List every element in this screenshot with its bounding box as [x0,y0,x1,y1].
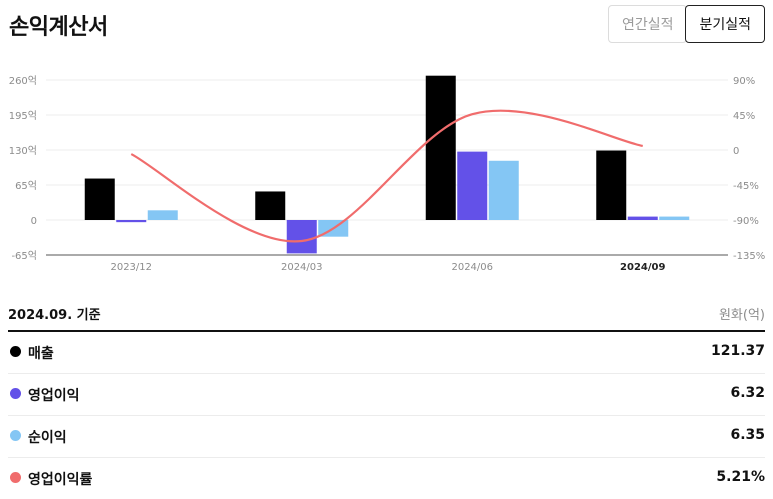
x-tick-label: 2024/09 [620,262,665,273]
dot-icon [10,472,21,483]
row-value: 6.35 [730,427,765,443]
bar-영업이익 [627,216,658,220]
bar-영업이익 [116,220,147,223]
unit-label: 원화(억) [718,308,765,323]
bar-매출 [596,150,627,220]
bar-매출 [255,191,286,220]
summary-table: 2024.09. 기준 원화(억) 매출 121.37 영업이익 6.32 순이… [0,296,773,499]
row-label: 영업이익률 [28,472,93,488]
x-tick-label: 2024/06 [451,262,493,273]
tab-quarterly[interactable]: 분기실적 [685,5,765,43]
summary-row-operating-margin: 영업이익률 5.21% [8,458,765,499]
y-left-tick-label: 130억 [9,145,37,157]
row-label: 영업이익 [28,388,80,404]
summary-row-net-income: 순이익 6.35 [8,416,765,458]
row-label: 매출 [28,346,54,362]
y-right-tick-label: 0 [733,146,739,157]
summary-row-revenue: 매출 121.37 [8,332,765,374]
bar-영업이익 [457,151,488,220]
y-right-tick-label: 45% [733,111,755,122]
income-chart: -65억 0 65억 130억 195억 260억 -135% -90% -45% 0 45% 90%… [0,64,773,274]
y-left-tick-label: 65억 [15,180,37,192]
chart-svg: -65억 0 65억 130억 195억 260억 -135% -90% -45% 0 45% 90%… [9,75,766,273]
x-tick-label: 2024/03 [281,262,323,273]
dot-icon [10,430,21,441]
header: 손익계산서 연간실적 분기실적 [0,0,773,52]
y-right-tick-label: -90% [733,216,759,227]
tab-annual[interactable]: 연간실적 [607,5,688,43]
y-right-tick-label: -45% [733,181,759,192]
basis-date: 2024.09. 기준 [8,308,101,323]
row-value: 6.32 [730,385,765,401]
line-영업이익률 [130,109,643,243]
page-title: 손익계산서 [9,15,108,40]
summary-row-operating-profit: 영업이익 6.32 [8,374,765,416]
dot-icon [10,388,21,399]
bar-매출 [84,178,115,220]
y-left-tick-label: 0 [31,216,37,227]
y-right-tick-label: -135% [733,251,765,262]
y-left-tick-label: 195억 [9,110,37,122]
row-value: 121.37 [710,343,765,359]
x-tick-label: 2023/12 [110,262,152,273]
summary-header: 2024.09. 기준 원화(억) [8,296,765,332]
row-label: 순이익 [28,430,67,446]
bar-매출 [425,75,456,220]
bar-순이익 [147,210,178,220]
y-right-tick-label: 90% [733,76,755,87]
period-tabs: 연간실적 분기실적 [607,5,765,43]
y-left-tick-label: 260억 [9,75,37,87]
dot-icon [10,346,21,357]
bar-영업이익 [286,220,317,254]
row-value: 5.21% [716,469,765,485]
bar-순이익 [488,160,519,220]
y-left-tick-label: -65억 [11,250,37,262]
bar-순이익 [659,216,690,220]
